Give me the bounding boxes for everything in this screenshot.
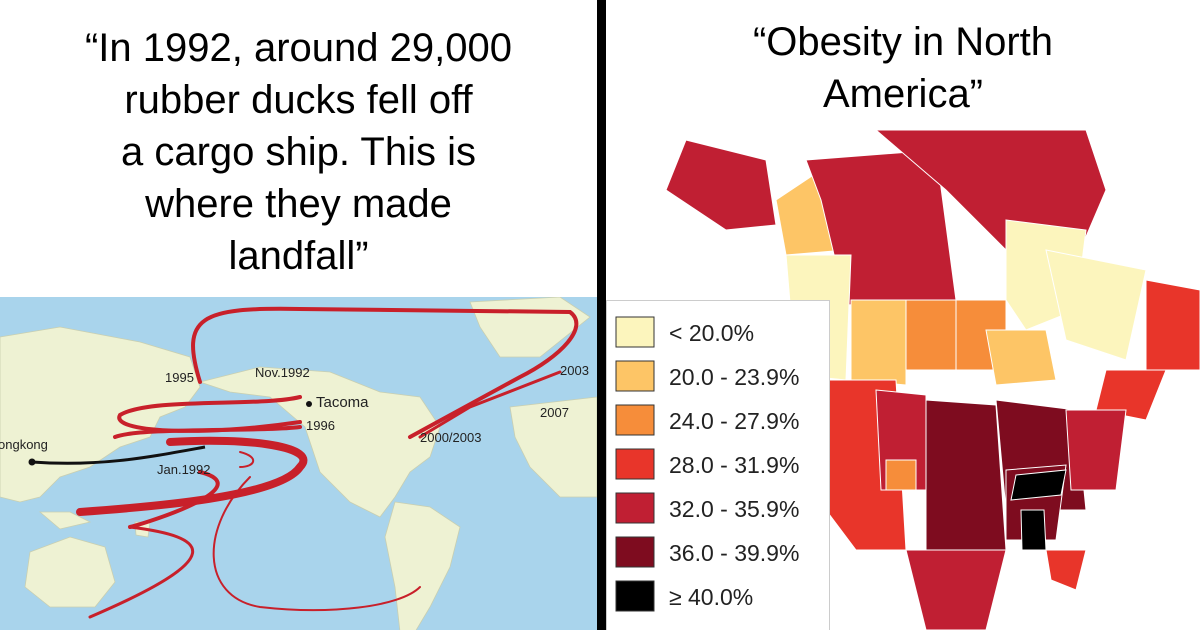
- ocean-map: 1995 Nov.1992 Tacoma 1996 2003 2007 2000/2003 o…: [0, 297, 597, 630]
- legend-swatch: [615, 360, 655, 392]
- legend-label: 32.0 - 35.9%: [669, 496, 799, 522]
- legend-items: < 20.0% 20.0 - 23.9% 24.0 - 27.9% 28.0 - 31…: [615, 316, 799, 612]
- map-label: 2000/2003: [420, 430, 481, 445]
- legend-label: 36.0 - 39.9%: [669, 540, 799, 566]
- tacoma-point: [306, 401, 312, 407]
- legend-swatch: [615, 404, 655, 436]
- divider: [597, 0, 606, 630]
- legend-swatch: [615, 580, 655, 612]
- map-label: 1996: [306, 418, 335, 433]
- legend-label: < 20.0%: [669, 320, 754, 346]
- obesity-panel: “Obesity in North America”: [606, 0, 1200, 630]
- map-label: 2003: [560, 363, 589, 378]
- caption-line: America”: [822, 72, 984, 116]
- map-label: Nov.1992: [255, 365, 310, 380]
- start-point: [28, 458, 36, 466]
- map-label: Jan.1992: [157, 462, 211, 477]
- legend-label: ≥ 40.0%: [669, 584, 753, 610]
- legend-swatch: [615, 492, 655, 524]
- caption: “In 1992, around 29,000 rubber ducks fell…: [0, 22, 597, 282]
- legend-swatch: [615, 536, 655, 568]
- map-label: 1995: [165, 370, 194, 385]
- legend-label: 24.0 - 27.9%: [669, 408, 799, 434]
- caption-line: “In 1992, around 29,000: [84, 26, 512, 70]
- obesity-map: [665, 130, 1200, 630]
- legend-label: 28.0 - 31.9%: [669, 452, 799, 478]
- initial-drift: [31, 445, 206, 465]
- caption: “Obesity in North America”: [606, 16, 1200, 120]
- map-label: 2007: [540, 405, 569, 420]
- legend-label: 20.0 - 23.9%: [669, 364, 799, 390]
- land: [0, 297, 597, 630]
- caption-line: landfall”: [228, 234, 369, 278]
- caption-line: rubber ducks fell off: [124, 78, 473, 122]
- map-label: ongkong: [0, 437, 48, 452]
- drift-routes: [76, 306, 579, 619]
- caption-line: where they made: [145, 182, 452, 226]
- caption-line: a cargo ship. This is: [121, 130, 476, 174]
- legend-swatch: [615, 316, 655, 348]
- caption-line: “Obesity in North: [752, 20, 1054, 64]
- regions: [665, 130, 1200, 630]
- map-label: Tacoma: [316, 394, 369, 411]
- legend: < 20.0% 20.0 - 23.9% 24.0 - 27.9% 28.0 - 31…: [606, 300, 830, 630]
- duck-panel: “In 1992, around 29,000 rubber ducks fell…: [0, 0, 597, 630]
- legend-swatch: [615, 448, 655, 480]
